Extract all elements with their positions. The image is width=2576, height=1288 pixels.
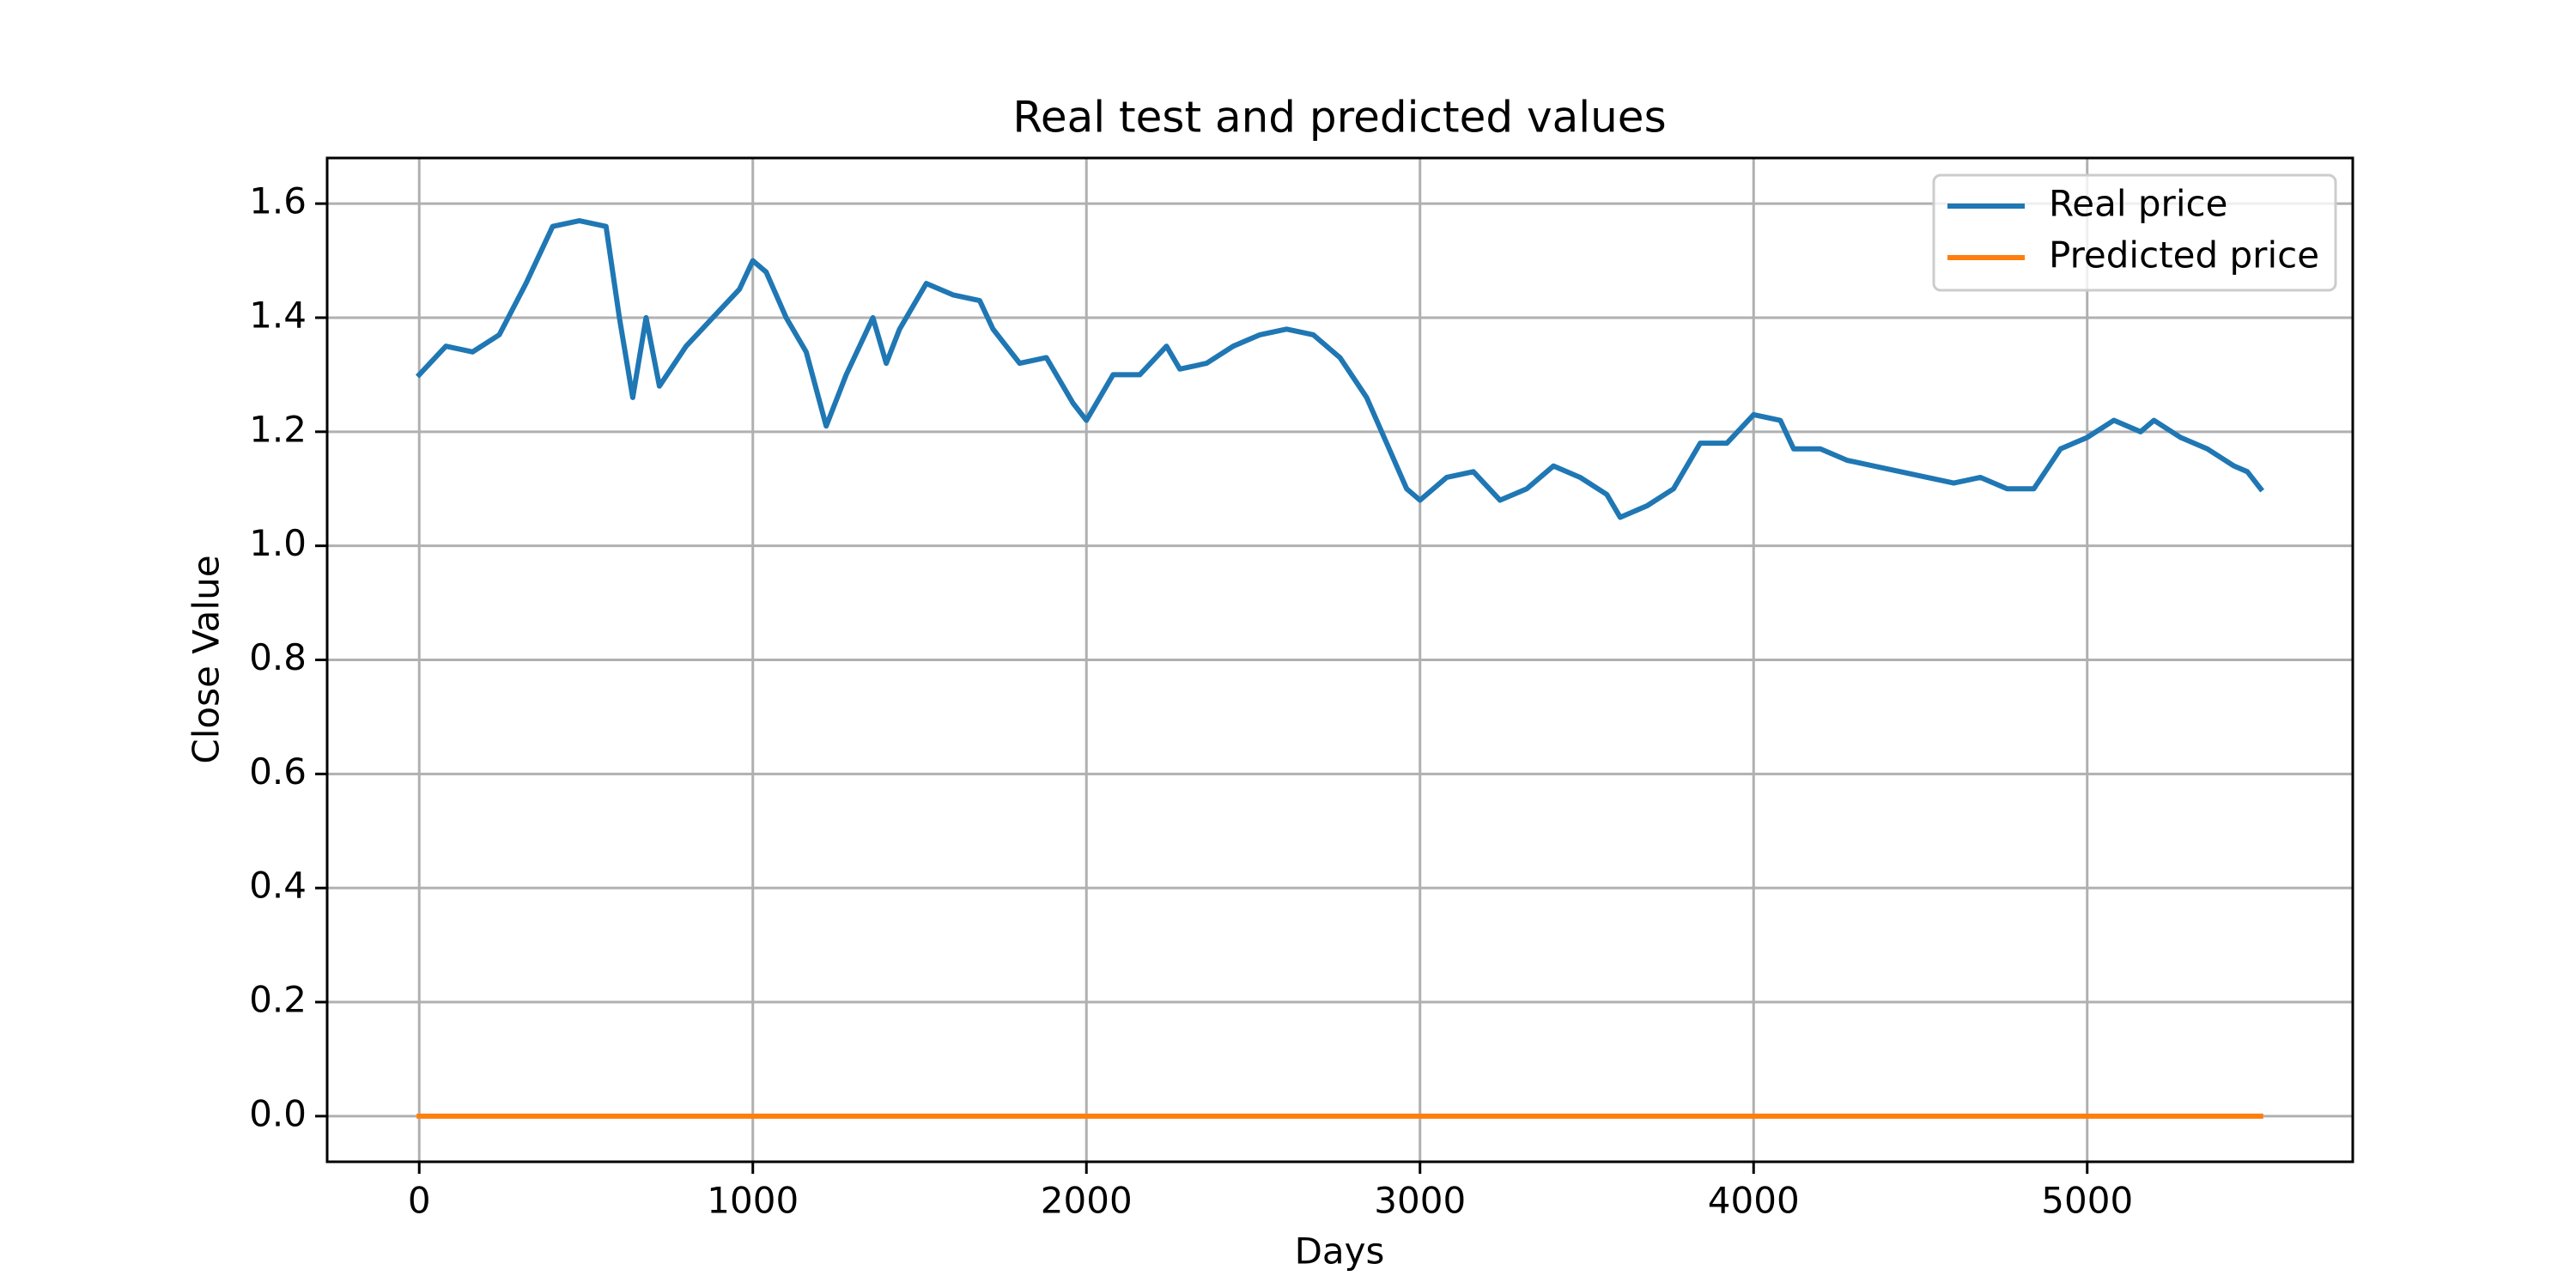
x-tick-label: 1000 [707, 1180, 799, 1222]
y-tick-label: 1.0 [249, 522, 307, 564]
legend-label: Real price [2049, 183, 2227, 225]
x-tick-label: 2000 [1041, 1180, 1133, 1222]
y-tick-label: 0.0 [249, 1092, 307, 1134]
y-tick-label: 0.2 [249, 979, 307, 1021]
x-tick-label: 4000 [1708, 1180, 1800, 1222]
plot-frame [325, 156, 2354, 1163]
y-tick-label: 1.6 [249, 180, 307, 222]
chart-title: Real test and predicted values [1012, 93, 1666, 143]
x-tick-label: 3000 [1374, 1180, 1466, 1222]
y-tick-label: 1.2 [249, 408, 307, 450]
legend: Real price Predicted price [1932, 173, 2337, 292]
x-tick-label: 5000 [2041, 1180, 2133, 1222]
legend-label: Predicted price [2049, 234, 2319, 276]
y-tick-label: 0.4 [249, 865, 307, 907]
y-tick-label: 1.4 [249, 294, 307, 336]
x-tick-label: 0 [408, 1180, 431, 1222]
series-line [415, 218, 2264, 520]
legend-box [1932, 173, 2337, 292]
y-axis-label: Close Value [185, 555, 228, 763]
y-tick-label: 0.6 [249, 750, 307, 793]
y-tick-label: 0.8 [249, 636, 307, 678]
x-axis-label: Days [1295, 1230, 1385, 1273]
